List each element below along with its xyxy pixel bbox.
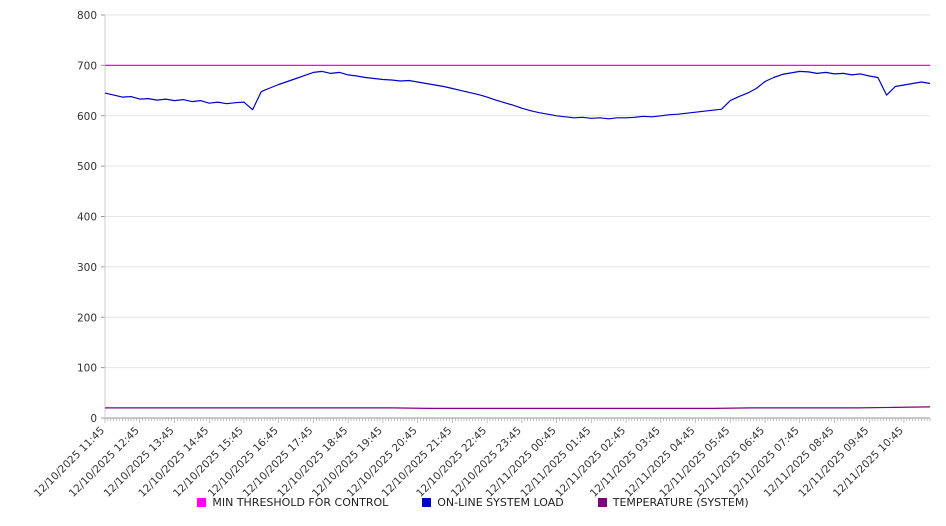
legend-item-temperature: TEMPERATURE (SYSTEM) <box>597 496 749 509</box>
y-axis-tick-label: 800 <box>77 10 97 22</box>
y-axis-tick-label: 600 <box>77 111 97 123</box>
legend: MIN THRESHOLD FOR CONTROL ON-LINE SYSTEM… <box>0 496 946 509</box>
online-system-load-swatch-icon <box>422 498 432 507</box>
min-threshold-swatch-icon <box>197 498 207 507</box>
legend-item-online-system-load: ON-LINE SYSTEM LOAD <box>422 496 564 509</box>
y-axis-tick-label: 0 <box>90 413 97 425</box>
legend-label-temperature: TEMPERATURE (SYSTEM) <box>612 496 749 509</box>
legend-label-online-system-load: ON-LINE SYSTEM LOAD <box>437 496 564 509</box>
y-axis-tick-label: 300 <box>77 262 97 274</box>
series-line-on-line-system-load <box>104 70 931 120</box>
temperature-swatch-icon <box>597 498 607 507</box>
legend-item-min-threshold: MIN THRESHOLD FOR CONTROL <box>197 496 388 509</box>
y-axis-tick-label: 500 <box>77 161 97 173</box>
y-axis-tick-label: 100 <box>77 363 97 375</box>
y-axis-tick-label: 700 <box>77 60 97 72</box>
y-axis-tick-label: 400 <box>77 212 97 224</box>
legend-label-min-threshold: MIN THRESHOLD FOR CONTROL <box>212 496 389 509</box>
series-line-temperature-system <box>105 406 931 409</box>
y-axis-tick-label: 200 <box>77 312 97 324</box>
